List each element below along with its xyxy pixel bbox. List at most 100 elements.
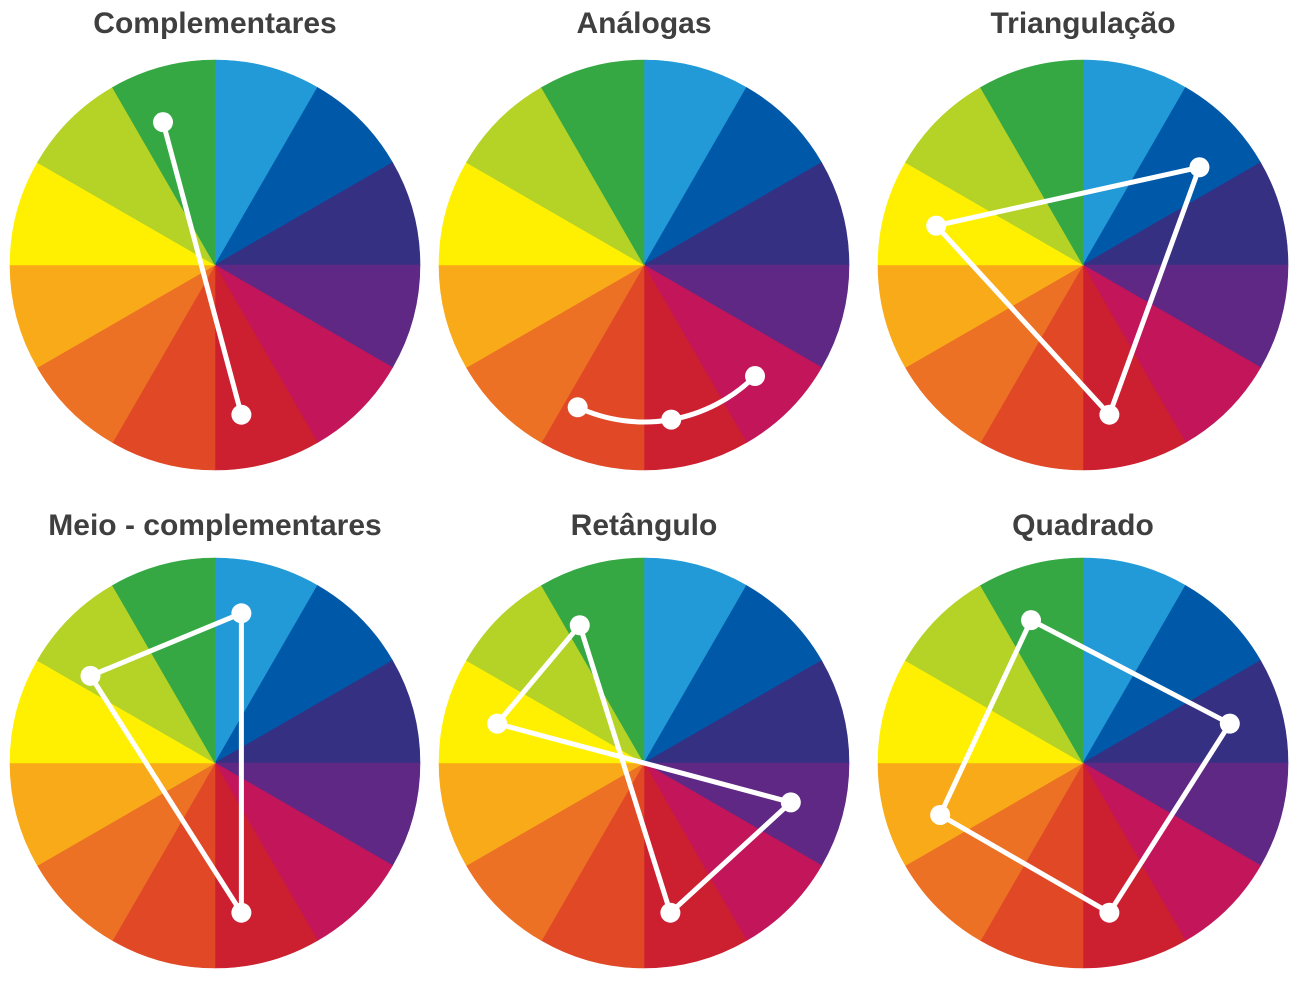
- wheel-segment: [1081, 162, 1289, 266]
- wheel-segment: [980, 59, 1084, 267]
- wheel-segment: [905, 264, 1084, 443]
- wheel-segment: [643, 762, 822, 941]
- scheme-marker-dot: [231, 603, 252, 624]
- scheme-marker-dot: [1021, 610, 1042, 631]
- wheel-segments: [877, 59, 1289, 471]
- wheel-segment: [112, 263, 216, 471]
- wheel-segment: [643, 87, 822, 266]
- wheel-segment: [466, 87, 645, 266]
- scheme-retangulo: Retângulo: [429, 500, 859, 984]
- scheme-marker-dot: [231, 902, 252, 923]
- wheel-segment: [438, 660, 646, 764]
- scheme-marker-dot: [487, 713, 508, 734]
- scheme-marker-dot: [1219, 713, 1240, 734]
- wheel-segment: [37, 87, 216, 266]
- wheel-segment: [642, 162, 850, 266]
- scheme-marker-dot: [1099, 404, 1120, 425]
- wheel-segment: [9, 162, 217, 266]
- color-wheel: [9, 59, 421, 471]
- scheme-marker-dot: [930, 804, 951, 825]
- scheme-title: Triangulação: [990, 7, 1176, 40]
- wheel-segment: [877, 660, 1085, 764]
- wheel-segment: [466, 762, 645, 941]
- scheme-triangulacao: Triangulação: [868, 0, 1289, 484]
- wheel-segment: [214, 762, 393, 941]
- scheme-marker-dot: [569, 615, 590, 636]
- scheme-marker-dot: [567, 397, 588, 418]
- scheme-complementares: Complementares: [0, 0, 430, 484]
- color-wheel: [438, 557, 850, 969]
- wheel-segment: [643, 264, 822, 443]
- scheme-marker-dot: [80, 665, 101, 686]
- scheme-analogas: Análogas: [429, 0, 859, 484]
- scheme-marker-dot: [780, 792, 801, 813]
- scheme-marker-dot: [745, 366, 766, 387]
- wheel-segment: [1082, 264, 1261, 443]
- wheel-segment: [642, 660, 850, 764]
- scheme-title: Análogas: [576, 7, 712, 40]
- wheel-segment: [213, 660, 421, 764]
- scheme-connector-line: [160, 119, 244, 418]
- wheel-segment: [214, 264, 393, 443]
- wheel-segment: [541, 761, 645, 969]
- wheel-segments: [438, 59, 850, 471]
- scheme-marker-dot: [1099, 902, 1120, 923]
- scheme-marker-dot: [231, 404, 252, 425]
- scheme-marker-dot: [661, 409, 682, 430]
- color-wheel: [438, 59, 850, 471]
- wheel-segment: [438, 264, 646, 368]
- wheel-segment: [37, 585, 216, 764]
- scheme-title: Quadrado: [1012, 509, 1154, 542]
- scheme-quadrado: Quadrado: [868, 500, 1289, 984]
- wheel-segment: [112, 761, 216, 969]
- wheel-segment: [9, 264, 217, 368]
- wheel-segment: [214, 59, 318, 267]
- color-wheel: [877, 59, 1289, 471]
- wheel-segment: [466, 585, 645, 764]
- wheel-segment: [541, 59, 645, 267]
- wheel-segments: [9, 557, 421, 969]
- wheel-segment: [905, 87, 1084, 266]
- wheel-segment: [1082, 762, 1261, 941]
- scheme-meio-complementares: Meio - complementares: [0, 500, 430, 984]
- wheel-segment: [37, 264, 216, 443]
- wheel-segment: [642, 762, 850, 866]
- wheel-segment: [877, 762, 1085, 866]
- wheel-segment: [980, 557, 1084, 765]
- color-wheel: [877, 557, 1289, 969]
- wheel-segment: [1081, 660, 1289, 764]
- wheel-segment: [1082, 87, 1261, 266]
- wheel-segment: [112, 557, 216, 765]
- wheel-segment: [1082, 59, 1186, 267]
- wheel-segment: [905, 585, 1084, 764]
- wheel-segment: [643, 557, 747, 765]
- wheel-segments: [877, 557, 1289, 969]
- wheel-segment: [466, 264, 645, 443]
- wheel-segment: [1082, 557, 1186, 765]
- wheel-segment: [1081, 762, 1289, 866]
- wheel-segment: [905, 762, 1084, 941]
- wheel-segment: [214, 585, 393, 764]
- wheel-segment: [642, 264, 850, 368]
- wheel-segment: [213, 162, 421, 266]
- wheel-segment: [214, 87, 393, 266]
- scheme-marker-dot: [926, 215, 947, 236]
- wheel-segment: [1082, 585, 1261, 764]
- scheme-connector-line: [933, 164, 1202, 418]
- wheel-segment: [213, 762, 421, 866]
- wheel-segment: [438, 762, 646, 866]
- scheme-title: Complementares: [93, 7, 337, 40]
- wheel-segment: [980, 263, 1084, 471]
- scheme-title: Meio - complementares: [48, 509, 382, 542]
- wheel-segment: [1081, 264, 1289, 368]
- scheme-title: Retângulo: [570, 509, 718, 542]
- scheme-connector-line: [87, 610, 244, 916]
- wheel-segment: [643, 585, 822, 764]
- scheme-marker-dot: [153, 112, 174, 133]
- scheme-marker-dot: [1189, 157, 1210, 178]
- wheel-segment: [877, 264, 1085, 368]
- wheel-segments: [9, 59, 421, 471]
- wheel-segment: [643, 59, 747, 267]
- wheel-segment: [213, 264, 421, 368]
- wheel-segment: [438, 162, 646, 266]
